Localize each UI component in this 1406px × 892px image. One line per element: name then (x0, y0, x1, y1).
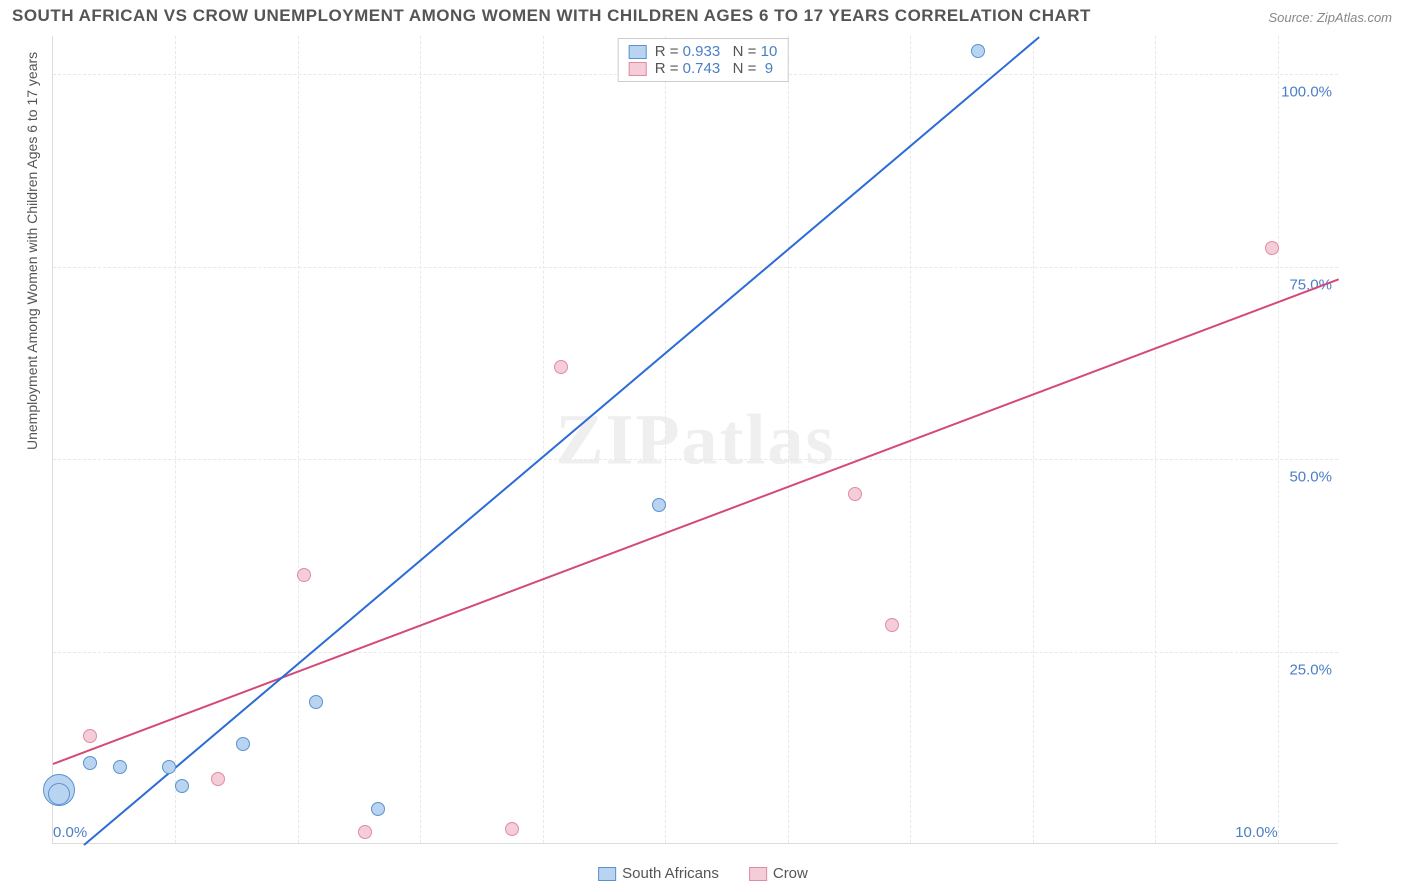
gridline-h (53, 267, 1338, 268)
data-point-crow (885, 618, 899, 632)
legend-text: R = 0.743 N = 9 (655, 60, 773, 77)
trend-line (53, 278, 1340, 765)
legend-row: R = 0.743 N = 9 (629, 60, 778, 77)
legend-text: R = 0.933 N = 10 (655, 43, 778, 60)
data-point-south-africans (371, 802, 385, 816)
y-tick-label: 25.0% (1289, 661, 1332, 678)
gridline-v (175, 36, 176, 843)
data-point-crow (554, 360, 568, 374)
gridline-h (53, 652, 1338, 653)
data-point-crow (505, 822, 519, 836)
legend-item: Crow (749, 865, 808, 882)
trend-line (83, 36, 1040, 846)
data-point-south-africans (113, 760, 127, 774)
data-point-crow (211, 772, 225, 786)
gridline-v (298, 36, 299, 843)
data-point-south-africans (309, 695, 323, 709)
gridline-v (1033, 36, 1034, 843)
legend-item: South Africans (598, 865, 719, 882)
data-point-crow (1265, 241, 1279, 255)
chart-source: Source: ZipAtlas.com (1268, 10, 1392, 25)
data-point-crow (848, 487, 862, 501)
legend-label: South Africans (622, 865, 719, 882)
legend-series: South Africans Crow (598, 865, 808, 882)
gridline-v (665, 36, 666, 843)
x-tick-label: 0.0% (53, 824, 87, 841)
x-tick-label: 10.0% (1235, 824, 1278, 841)
y-axis-label: Unemployment Among Women with Children A… (24, 52, 40, 450)
data-point-south-africans (48, 783, 70, 805)
data-point-crow (358, 825, 372, 839)
legend-label: Crow (773, 865, 808, 882)
data-point-crow (83, 729, 97, 743)
gridline-h (53, 459, 1338, 460)
legend-swatch (629, 45, 647, 59)
gridline-v (1155, 36, 1156, 843)
gridline-v (543, 36, 544, 843)
legend-swatch (629, 62, 647, 76)
legend-swatch (749, 867, 767, 881)
legend-swatch (598, 867, 616, 881)
data-point-south-africans (162, 760, 176, 774)
gridline-v (1278, 36, 1279, 843)
data-point-south-africans (971, 44, 985, 58)
y-tick-label: 50.0% (1289, 469, 1332, 486)
plot-area: ZIPatlas 25.0%50.0%75.0%100.0%0.0%10.0% (52, 36, 1338, 844)
gridline-v (420, 36, 421, 843)
data-point-south-africans (236, 737, 250, 751)
data-point-crow (297, 568, 311, 582)
data-point-south-africans (175, 779, 189, 793)
y-tick-label: 100.0% (1281, 84, 1332, 101)
legend-row: R = 0.933 N = 10 (629, 43, 778, 60)
data-point-south-africans (652, 498, 666, 512)
chart-title: SOUTH AFRICAN VS CROW UNEMPLOYMENT AMONG… (12, 6, 1091, 26)
data-point-south-africans (83, 756, 97, 770)
gridline-v (788, 36, 789, 843)
legend-correlation: R = 0.933 N = 10R = 0.743 N = 9 (618, 38, 789, 82)
